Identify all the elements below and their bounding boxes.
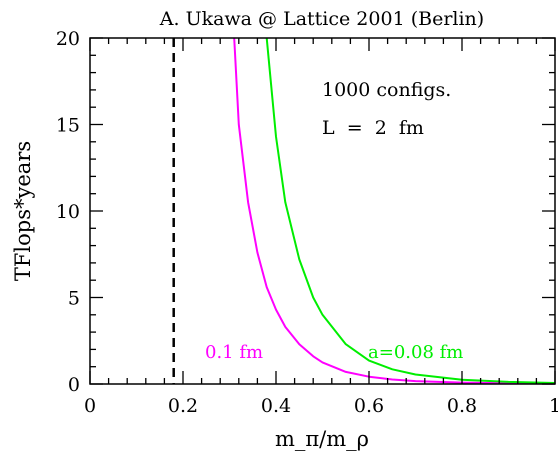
x-tick-labels: 0 0.2 0.4 0.6 0.8 1 [84, 395, 558, 417]
y-tick-label: 5 [68, 288, 80, 310]
plot-area [89, 37, 556, 385]
y-tick-label: 0 [68, 374, 80, 396]
y-tick-label: 20 [56, 28, 80, 50]
y-tick-labels: 0 5 10 15 20 [56, 28, 80, 396]
ticks-group [89, 37, 556, 385]
x-tick-label: 0 [84, 395, 96, 417]
x-tick-label: 0.6 [354, 395, 384, 417]
series-label-green: a=0.08 fm [368, 342, 463, 363]
y-axis-label: TFlops*years [11, 141, 35, 281]
x-tick-label: 0.2 [168, 395, 198, 417]
series-line-0 [233, 37, 556, 385]
annotation-box-size: L = 2 fm [322, 117, 424, 139]
annotation-configs: 1000 configs. [322, 79, 451, 101]
y-tick-label: 10 [56, 201, 80, 223]
x-tick-label: 0.4 [261, 395, 291, 417]
x-tick-label: 1 [549, 395, 558, 417]
x-tick-label: 0.8 [447, 395, 477, 417]
series-label-magenta: 0.1 fm [205, 342, 263, 363]
x-axis-label: m_π/m_ρ [275, 427, 369, 451]
y-tick-label: 15 [56, 115, 80, 137]
chart-title: A. Ukawa @ Lattice 2001 (Berlin) [159, 8, 484, 30]
